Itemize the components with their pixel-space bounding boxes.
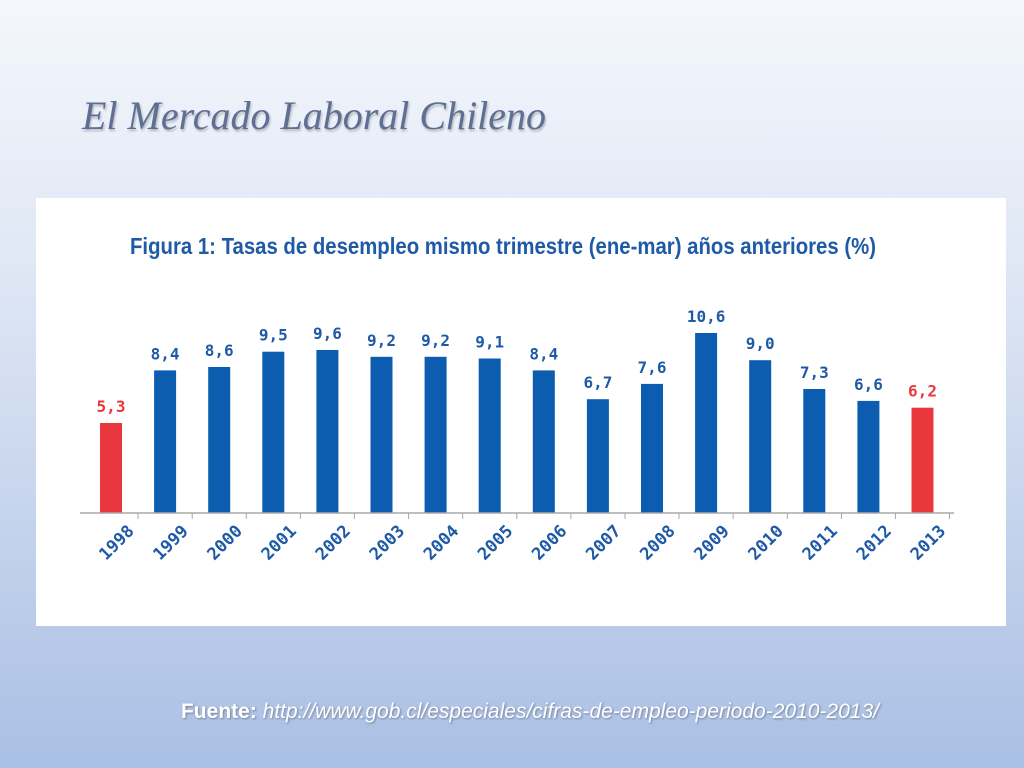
x-tick-label-2012: 2012: [853, 521, 896, 564]
value-label-2001: 9,5: [259, 326, 288, 345]
bar-2005: [478, 358, 501, 513]
bar-2011: [803, 389, 826, 513]
bar-2003: [370, 356, 393, 513]
bar-2000: [208, 367, 231, 513]
x-tick-label-2011: 2011: [799, 521, 842, 564]
value-label-2012: 6,6: [854, 375, 883, 394]
x-tick-label-1998: 1998: [95, 521, 138, 564]
value-label-2011: 7,3: [800, 363, 829, 382]
value-label-2003: 9,2: [367, 331, 396, 350]
source-note: Fuente: http://www.gob.cl/especiales/cif…: [120, 698, 940, 726]
x-tick-label-2009: 2009: [691, 521, 734, 564]
bar-1999: [154, 370, 177, 513]
bar-2009: [695, 333, 718, 513]
chart-title: Figura 1: Tasas de desempleo mismo trime…: [130, 233, 876, 259]
bar-2006: [532, 370, 555, 513]
x-tick-label-2013: 2013: [907, 521, 950, 564]
x-tick-label-2008: 2008: [636, 521, 679, 564]
x-tick-label-2003: 2003: [366, 521, 409, 564]
value-label-2004: 9,2: [421, 331, 450, 350]
value-label-2007: 6,7: [583, 373, 612, 392]
value-label-1998: 5,3: [97, 397, 126, 416]
bar-1998: [100, 423, 122, 513]
unemployment-bar-chart: Figura 1: Tasas de desempleo mismo trime…: [80, 233, 954, 565]
x-tick-label-2010: 2010: [745, 521, 788, 564]
x-tick-label-2005: 2005: [474, 521, 517, 564]
bar-2004: [424, 356, 447, 513]
bar-2001: [262, 351, 285, 513]
value-label-1999: 8,4: [151, 344, 180, 363]
value-label-2010: 9,0: [746, 334, 775, 353]
value-label-2006: 8,4: [529, 344, 558, 363]
x-tick-label-2007: 2007: [582, 521, 625, 564]
bar-2010: [749, 360, 772, 513]
x-tick-label-2001: 2001: [258, 521, 301, 564]
bar-2012: [857, 400, 880, 513]
x-tick-label-1999: 1999: [150, 521, 193, 564]
value-label-2013: 6,2: [908, 382, 937, 401]
bar-2008: [641, 383, 663, 513]
value-label-2002: 9,6: [313, 324, 342, 343]
bar-2002: [316, 350, 339, 513]
chart-panel: Figura 1: Tasas de desempleo mismo trime…: [36, 198, 1006, 626]
value-label-2008: 7,6: [638, 358, 667, 377]
x-tick-label-2006: 2006: [528, 521, 571, 564]
slide-title: El Mercado Laboral Chileno: [82, 93, 547, 138]
source-link[interactable]: http://www.gob.cl/especiales/cifras-de-e…: [262, 700, 879, 723]
source-label: Fuente:: [180, 700, 257, 723]
value-label-2000: 8,6: [205, 341, 234, 360]
value-label-2009: 10,6: [687, 307, 726, 326]
value-label-2005: 9,1: [475, 333, 504, 352]
bar-2013: [911, 407, 934, 513]
x-tick-label-2000: 2000: [204, 521, 247, 564]
x-tick-label-2004: 2004: [420, 521, 463, 564]
x-tick-label-2002: 2002: [312, 521, 355, 564]
bar-2007: [586, 399, 609, 513]
